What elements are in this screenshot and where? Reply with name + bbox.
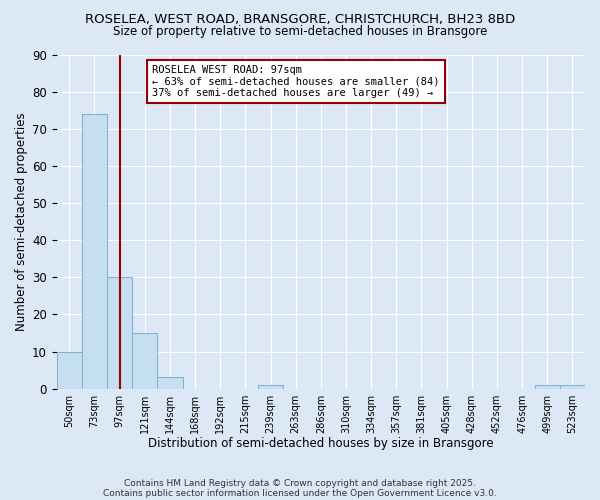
Bar — [157, 378, 182, 388]
Bar — [560, 385, 585, 388]
Bar — [107, 278, 132, 388]
Text: Size of property relative to semi-detached houses in Bransgore: Size of property relative to semi-detach… — [113, 25, 487, 38]
Text: Contains public sector information licensed under the Open Government Licence v3: Contains public sector information licen… — [103, 488, 497, 498]
Text: ROSELEA WEST ROAD: 97sqm
← 63% of semi-detached houses are smaller (84)
37% of s: ROSELEA WEST ROAD: 97sqm ← 63% of semi-d… — [152, 65, 439, 98]
Bar — [132, 333, 157, 388]
Bar — [57, 352, 82, 389]
X-axis label: Distribution of semi-detached houses by size in Bransgore: Distribution of semi-detached houses by … — [148, 437, 494, 450]
Text: ROSELEA, WEST ROAD, BRANSGORE, CHRISTCHURCH, BH23 8BD: ROSELEA, WEST ROAD, BRANSGORE, CHRISTCHU… — [85, 12, 515, 26]
Text: Contains HM Land Registry data © Crown copyright and database right 2025.: Contains HM Land Registry data © Crown c… — [124, 478, 476, 488]
Bar — [258, 385, 283, 388]
Bar — [82, 114, 107, 388]
Y-axis label: Number of semi-detached properties: Number of semi-detached properties — [15, 112, 28, 331]
Bar — [535, 385, 560, 388]
